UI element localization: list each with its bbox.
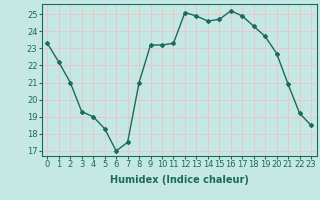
X-axis label: Humidex (Indice chaleur): Humidex (Indice chaleur) (110, 175, 249, 185)
